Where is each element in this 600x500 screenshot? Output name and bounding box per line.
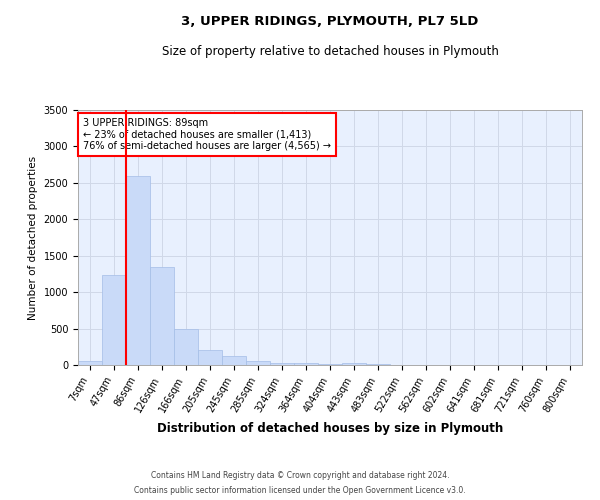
Bar — [198, 350, 222, 365]
Y-axis label: Number of detached properties: Number of detached properties — [28, 156, 38, 320]
Bar — [318, 364, 342, 365]
Bar — [126, 176, 150, 365]
Bar — [342, 363, 366, 365]
Text: Contains HM Land Registry data © Crown copyright and database right 2024.: Contains HM Land Registry data © Crown c… — [151, 471, 449, 480]
Bar — [174, 330, 198, 365]
Bar — [222, 356, 246, 365]
Text: Size of property relative to detached houses in Plymouth: Size of property relative to detached ho… — [161, 45, 499, 58]
Bar — [366, 364, 390, 365]
Text: 3 UPPER RIDINGS: 89sqm
← 23% of detached houses are smaller (1,413)
76% of semi-: 3 UPPER RIDINGS: 89sqm ← 23% of detached… — [83, 118, 331, 151]
Bar — [246, 362, 270, 365]
Bar — [78, 360, 102, 365]
Bar — [270, 363, 294, 365]
Bar — [294, 363, 318, 365]
Bar — [150, 268, 174, 365]
Text: 3, UPPER RIDINGS, PLYMOUTH, PL7 5LD: 3, UPPER RIDINGS, PLYMOUTH, PL7 5LD — [181, 15, 479, 28]
Text: Contains public sector information licensed under the Open Government Licence v3: Contains public sector information licen… — [134, 486, 466, 495]
Bar — [102, 276, 126, 365]
X-axis label: Distribution of detached houses by size in Plymouth: Distribution of detached houses by size … — [157, 422, 503, 436]
